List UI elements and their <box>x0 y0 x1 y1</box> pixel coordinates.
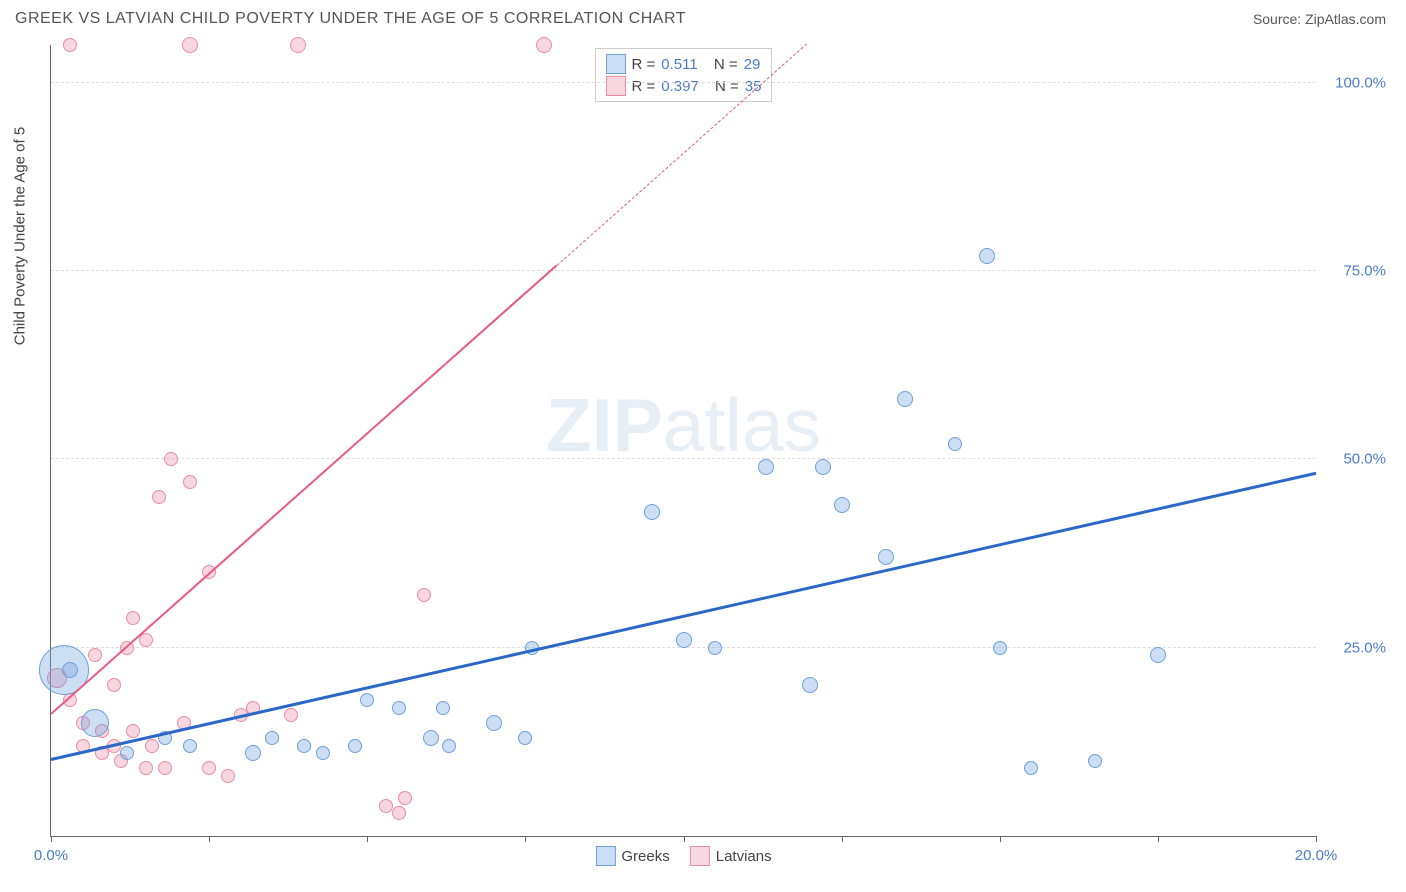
watermark: ZIPatlas <box>546 382 821 468</box>
x-tick <box>684 836 685 842</box>
y-tick-label: 100.0% <box>1335 74 1386 91</box>
scatter-chart: ZIPatlas R = 0.511 N = 29 R = 0.397 N = … <box>50 45 1316 837</box>
greeks-point <box>392 701 406 715</box>
x-tick-label: 20.0% <box>1295 847 1338 864</box>
latvians-point <box>158 761 172 775</box>
gridline-h <box>51 270 1316 271</box>
x-tick <box>209 836 210 842</box>
latvians-point <box>126 724 140 738</box>
latvians-point <box>290 37 306 53</box>
greeks-point <box>802 677 818 693</box>
greeks-point <box>758 459 774 475</box>
greeks-point <box>360 693 374 707</box>
greeks-point <box>834 497 850 513</box>
swatch-latvians-icon <box>690 846 710 866</box>
x-tick <box>525 836 526 842</box>
latvians-point <box>398 791 412 805</box>
gridline-h <box>51 458 1316 459</box>
latvians-point <box>107 678 121 692</box>
source-label: Source: ZipAtlas.com <box>1253 11 1386 27</box>
greeks-point <box>486 715 502 731</box>
greeks-point <box>518 731 532 745</box>
y-tick-label: 25.0% <box>1343 639 1386 656</box>
x-tick <box>1158 836 1159 842</box>
latvians-point <box>183 475 197 489</box>
latvians-point <box>63 38 77 52</box>
legend-item-greeks: Greeks <box>595 846 669 866</box>
latvians-point <box>221 769 235 783</box>
greeks-point <box>183 739 197 753</box>
greeks-point <box>1024 761 1038 775</box>
legend-row-greeks: R = 0.511 N = 29 <box>606 53 762 75</box>
legend-row-latvians: R = 0.397 N = 35 <box>606 75 762 97</box>
latvians-point <box>202 761 216 775</box>
greeks-point <box>948 437 962 451</box>
header: GREEK VS LATVIAN CHILD POVERTY UNDER THE… <box>0 0 1406 33</box>
trend-line <box>51 471 1317 760</box>
greeks-point <box>442 739 456 753</box>
greeks-point <box>265 731 279 745</box>
swatch-latvians <box>606 76 626 96</box>
greeks-point <box>316 746 330 760</box>
x-tick <box>1000 836 1001 842</box>
x-tick <box>842 836 843 842</box>
greeks-point <box>120 746 134 760</box>
greeks-point <box>62 662 78 678</box>
greeks-point <box>245 745 261 761</box>
y-tick-label: 75.0% <box>1343 263 1386 280</box>
latvians-point <box>126 611 140 625</box>
greeks-point <box>348 739 362 753</box>
greeks-point <box>993 641 1007 655</box>
series-legend: Greeks Latvians <box>595 846 771 866</box>
greeks-point <box>1150 647 1166 663</box>
correlation-legend: R = 0.511 N = 29 R = 0.397 N = 35 <box>595 48 773 102</box>
latvians-point <box>392 806 406 820</box>
swatch-greeks-icon <box>595 846 615 866</box>
greeks-point <box>815 459 831 475</box>
greeks-point <box>676 632 692 648</box>
latvians-point <box>139 761 153 775</box>
greeks-point <box>1088 754 1102 768</box>
greeks-point <box>81 709 109 737</box>
greeks-point <box>297 739 311 753</box>
latvians-point <box>152 490 166 504</box>
legend-item-latvians: Latvians <box>690 846 772 866</box>
latvians-point <box>417 588 431 602</box>
greeks-point <box>644 504 660 520</box>
latvians-point <box>145 739 159 753</box>
x-tick <box>1316 836 1317 842</box>
greeks-point <box>708 641 722 655</box>
gridline-h <box>51 82 1316 83</box>
swatch-greeks <box>606 54 626 74</box>
greeks-point <box>878 549 894 565</box>
greeks-point <box>423 730 439 746</box>
greeks-point <box>436 701 450 715</box>
y-axis-title: Child Poverty Under the Age of 5 <box>12 127 29 345</box>
greeks-point <box>979 248 995 264</box>
latvians-point <box>88 648 102 662</box>
x-tick <box>367 836 368 842</box>
chart-title: GREEK VS LATVIAN CHILD POVERTY UNDER THE… <box>15 10 686 28</box>
latvians-point <box>164 452 178 466</box>
greeks-point <box>897 391 913 407</box>
latvians-point <box>182 37 198 53</box>
latvians-point <box>284 708 298 722</box>
y-tick-label: 50.0% <box>1343 451 1386 468</box>
x-tick <box>51 836 52 842</box>
latvians-point <box>536 37 552 53</box>
x-tick-label: 0.0% <box>34 847 68 864</box>
